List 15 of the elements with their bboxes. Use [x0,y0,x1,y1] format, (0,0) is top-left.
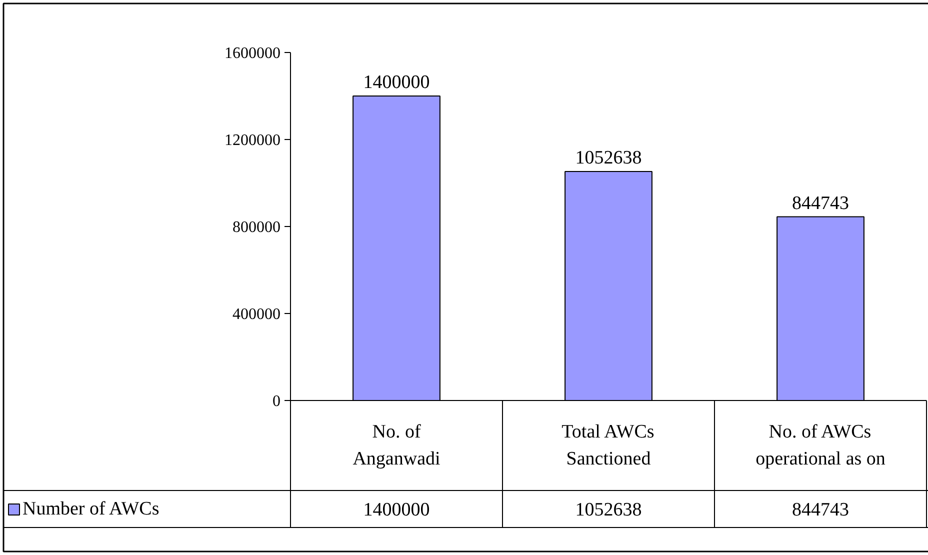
legend-label: Number of AWCs [22,498,160,520]
annotation: 1400000 [363,72,430,93]
x-tick-label: Total AWCs Sanctioned [562,422,654,470]
data-label: 1052638 [575,500,642,520]
x-tick-label: No. of Anganwadi [352,422,440,470]
annotation: 1052638 [575,148,642,169]
y-tick-label: 1200000 [224,132,280,149]
annotation: 844743 [792,192,849,214]
y-tick-label: 0 [272,393,280,410]
x-tick-label: No. of AWCs operational as on [756,422,886,470]
y-tick-label: 1600000 [224,45,280,62]
y-tick-label: 800000 [232,219,280,236]
data-label: 1400000 [363,500,430,520]
y-tick-label: 400000 [232,306,280,323]
data-label: 844743 [792,500,849,520]
